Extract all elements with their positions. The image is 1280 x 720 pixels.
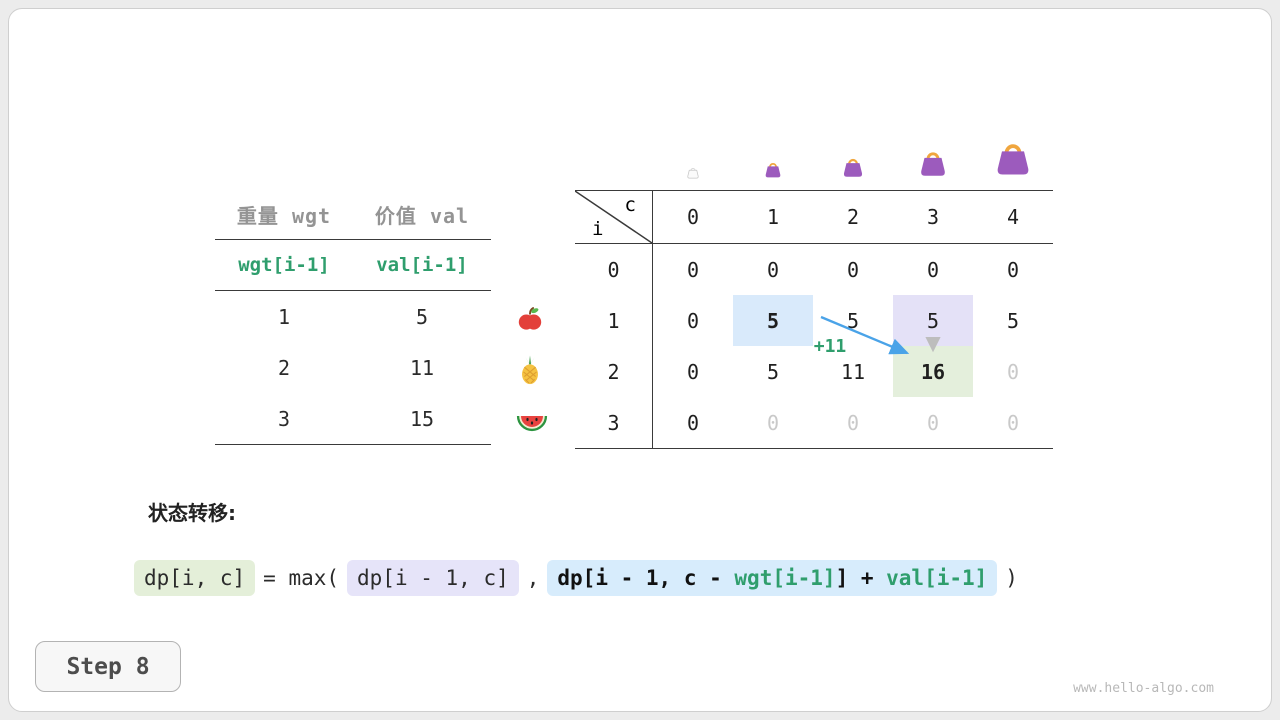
term-take-part2: ] + [835, 566, 887, 590]
item-wgt: 2 [277, 355, 291, 380]
dp-cell: 0 [766, 410, 780, 435]
dp-cell: 5 [893, 295, 973, 346]
dp-cell: 11 [840, 359, 866, 384]
term-take-val: val[i-1] [886, 566, 988, 590]
dp-row-header: 0 [575, 244, 653, 295]
dp-col-header: 1 [733, 191, 813, 244]
term-take-chip: dp[i - 1, c - wgt[i-1]] + val[i-1] [547, 560, 998, 596]
dp-cell: 0 [846, 257, 860, 282]
item-val: 11 [409, 355, 435, 380]
formula-comma: , [526, 566, 540, 590]
item-row: 3 15 [215, 393, 491, 444]
pineapple-icon [522, 355, 538, 385]
dp-row-header: 2 [575, 346, 653, 397]
apple-icon [518, 307, 542, 330]
formula-max-open: = max( [263, 566, 340, 590]
dp-cell: 0 [926, 257, 940, 282]
dp-table: c i 0 1 2 3 4 0 0 0 0 0 0 1 0 5 5 5 5 2 0 5 11 16 0 3 0 0 0 0 0 [575, 190, 1053, 449]
add-value-label: +11 [813, 336, 847, 357]
items-table-header: 重量 wgt 价值 val [215, 190, 491, 240]
dp-col-header: 2 [813, 191, 893, 244]
item-val: 5 [415, 304, 429, 329]
item-val: 15 [409, 406, 435, 431]
item-wgt: 3 [277, 406, 291, 431]
dp-current-chip: dp[i, c] [134, 560, 256, 596]
dp-col-header: 0 [653, 191, 733, 244]
dp-cell: 5 [1006, 308, 1020, 333]
items-table-rows: 1 5 2 11 3 15 [215, 291, 491, 445]
dp-cell: 0 [686, 359, 700, 384]
item-wgt: 1 [277, 304, 291, 329]
bag-size-1-icon [765, 162, 781, 178]
term-skip-chip: dp[i - 1, c] [347, 560, 519, 596]
dp-cell: 0 [766, 257, 780, 282]
dp-cell: 0 [686, 410, 700, 435]
state-transition-formula: dp[i, c] = max( dp[i - 1, c] , dp[i - 1,… [134, 560, 1022, 596]
val-formula-label: val[i-1] [376, 254, 468, 276]
term-take-part1: dp[i - 1, c - [557, 566, 735, 590]
dp-cell: 5 [733, 295, 813, 346]
weight-col-header: 重量 wgt [236, 204, 332, 228]
empty-bag-icon [687, 167, 699, 179]
dp-row-header: 1 [575, 295, 653, 346]
item-row: 2 11 [215, 342, 491, 393]
bag-size-2-icon [843, 158, 863, 177]
value-col-header: 价值 val [374, 204, 470, 228]
dp-col-header: 4 [973, 191, 1053, 244]
dp-cell: 0 [1006, 257, 1020, 282]
dp-cell: 5 [766, 359, 780, 384]
dp-cell: 0 [686, 257, 700, 282]
dp-cell: 0 [846, 410, 860, 435]
items-table-formula-row: wgt[i-1] val[i-1] [215, 240, 491, 291]
wgt-formula-label: wgt[i-1] [238, 254, 330, 276]
bag-size-3-icon [921, 152, 945, 176]
dp-corner-c-label: c [624, 194, 636, 216]
step-badge: Step 8 [35, 641, 181, 692]
dp-cell: 0 [686, 308, 700, 333]
items-table: 重量 wgt 价值 val wgt[i-1] val[i-1] 1 5 2 11 3 15 [215, 190, 491, 445]
dp-row-header: 3 [575, 397, 653, 448]
diagonal-line [575, 191, 652, 243]
bag-size-4-icon [997, 144, 1029, 175]
capacity-bag-icons [575, 120, 1053, 184]
dp-corner-i-label: i [592, 218, 604, 240]
term-take-wgt: wgt[i-1] [734, 566, 836, 590]
dp-cell: 0 [1006, 359, 1020, 384]
watermark: www.hello-algo.com [1073, 681, 1214, 696]
dp-col-header: 3 [893, 191, 973, 244]
dp-corner: c i [575, 191, 653, 244]
dp-cell: 16 [893, 346, 973, 397]
state-transition-heading: 状态转移: [148, 501, 236, 525]
dp-cell: 0 [926, 410, 940, 435]
dp-cell: 0 [1006, 410, 1020, 435]
formula-close: ) [1005, 566, 1018, 590]
watermelon-icon [516, 415, 548, 432]
